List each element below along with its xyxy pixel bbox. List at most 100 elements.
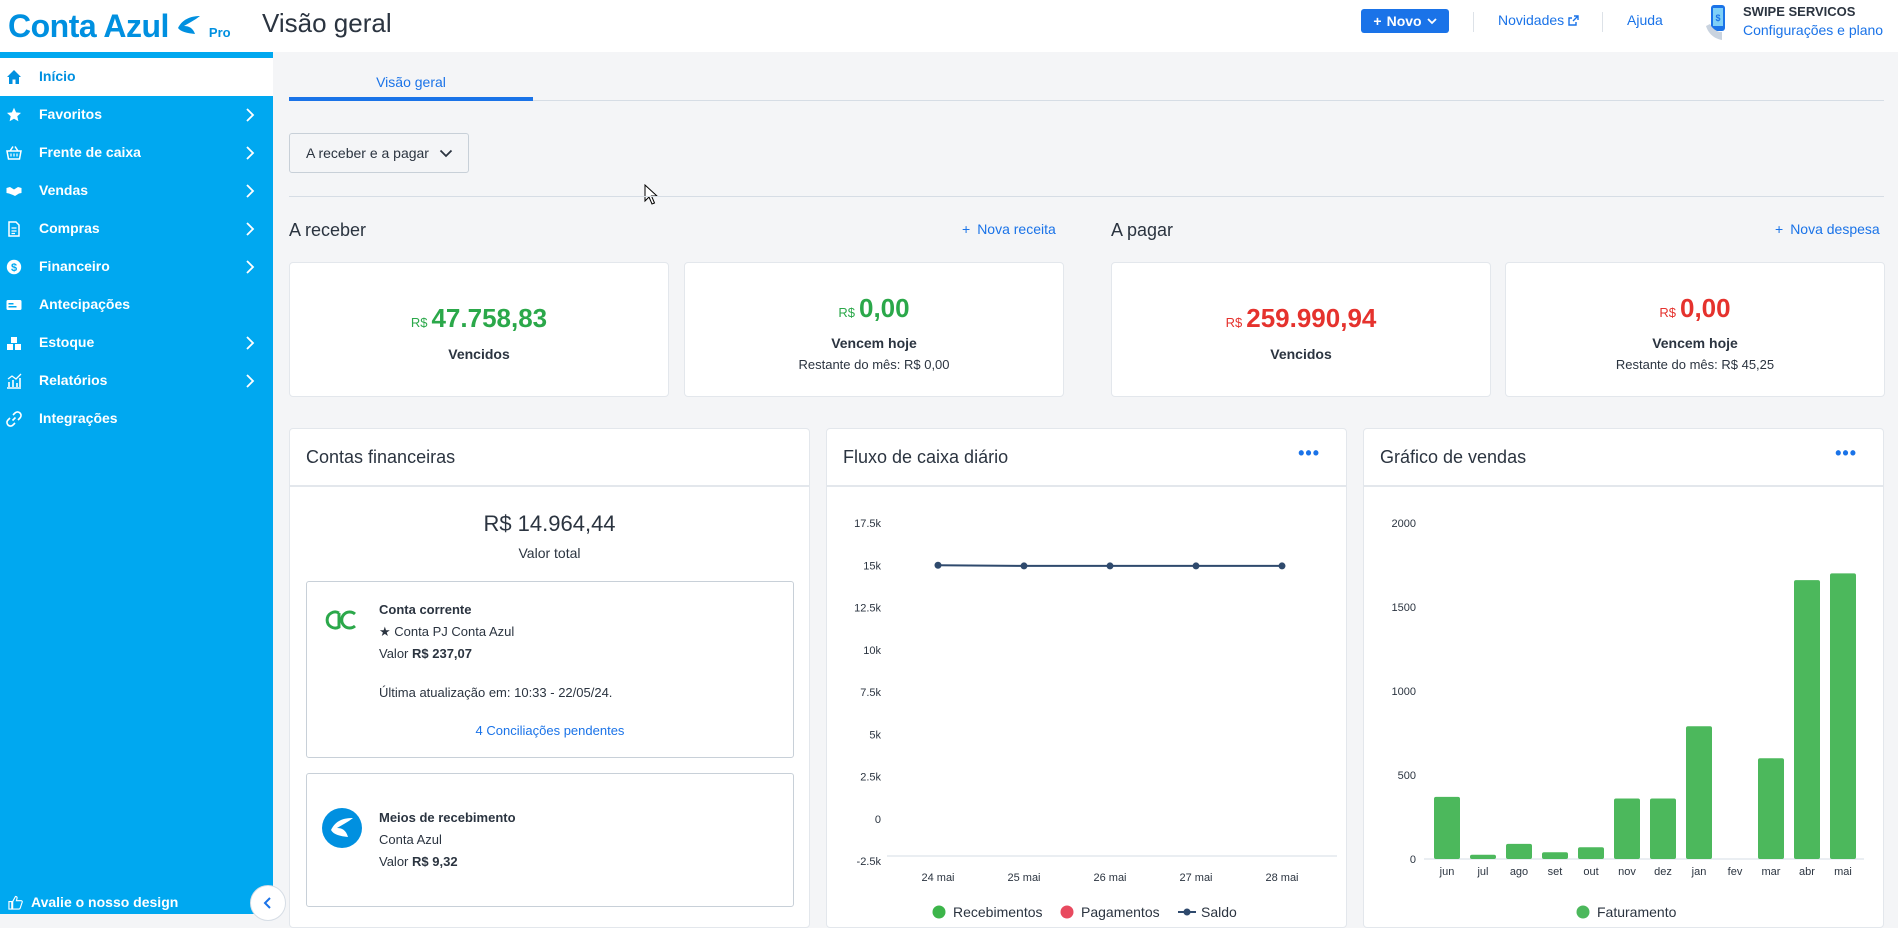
tab-bar: Visão geral (289, 64, 1884, 101)
bar-jul[interactable] (1470, 854, 1496, 859)
bar-jan[interactable] (1686, 726, 1712, 859)
sidebar-item-label: Vendas (39, 182, 89, 198)
account-type: Meios de recebimento (379, 810, 516, 825)
bar-ago[interactable] (1506, 843, 1532, 859)
sidebar-item-antecipacoes[interactable]: Antecipações (0, 286, 273, 324)
receivable-overdue-card[interactable]: R$ 47.758,83 Vencidos (289, 262, 669, 397)
sidebar-item-estoque[interactable]: Estoque (0, 324, 273, 362)
y-tick-label: 1000 (1392, 686, 1416, 698)
payable-overdue-card[interactable]: R$ 259.990,94 Vencidos (1111, 262, 1491, 397)
legend-label: Pagamentos (1081, 904, 1160, 920)
new-income-link[interactable]: + Nova receita (962, 221, 1056, 237)
panel-title: Gráfico de vendas (1380, 447, 1527, 467)
new-button[interactable]: + Novo (1361, 9, 1449, 33)
payable-month-rest: Restante do mês: R$ 45,25 (1615, 357, 1775, 372)
basket-icon (6, 146, 22, 160)
help-link[interactable]: Ajuda (1627, 12, 1663, 28)
x-tick-label: dez (1654, 866, 1672, 878)
svg-text:$: $ (1715, 13, 1720, 23)
more-options-icon[interactable]: ••• (1298, 443, 1320, 463)
star-icon: ★ (379, 624, 391, 639)
sidebar-item-label: Favoritos (39, 106, 103, 122)
data-point-saldo[interactable] (1192, 562, 1200, 570)
x-tick-label: jan (1691, 866, 1707, 878)
panel-header: Gráfico de vendas ••• (1364, 429, 1883, 487)
account-value-row: Valor R$ 9,32 (379, 854, 458, 869)
x-tick-label: nov (1618, 866, 1636, 878)
y-tick-label: 15k (863, 560, 881, 572)
news-link-label: Novidades (1498, 12, 1565, 28)
bar-set[interactable] (1542, 852, 1568, 859)
receivable-payable-filter[interactable]: A receber e a pagar (289, 133, 469, 173)
sidebar-item-frente-de-caixa[interactable]: Frente de caixa (0, 134, 273, 172)
x-tick-label: ago (1510, 866, 1528, 878)
y-tick-label: 10k (863, 645, 881, 657)
section-divider (289, 196, 1884, 197)
document-icon (8, 221, 20, 237)
collapse-sidebar-button[interactable] (250, 885, 286, 921)
chevron-right-icon (246, 336, 255, 350)
account-last-update: Última atualização em: 10:33 - 22/05/24. (379, 685, 613, 700)
receivable-overdue-amount: R$ 47.758,83 (410, 303, 548, 333)
bar-out[interactable] (1578, 847, 1604, 859)
bar-mai[interactable] (1830, 573, 1856, 859)
bar-jun[interactable] (1434, 796, 1460, 859)
legend-marker (1576, 905, 1590, 919)
sidebar-item-label: Financeiro (39, 258, 110, 274)
plus-icon: + (962, 221, 971, 237)
svg-text:$: $ (11, 262, 17, 274)
data-point-saldo[interactable] (1020, 562, 1028, 570)
sidebar-item-vendas[interactable]: Vendas (0, 172, 273, 210)
payable-today-card[interactable]: R$ 0,00 Vencem hoje Restante do mês: R$ 4… (1505, 262, 1885, 397)
new-button-label: Novo (1386, 13, 1422, 29)
conta-azul-logo[interactable]: Conta Azul Pro (8, 4, 231, 44)
sidebar-item-inicio[interactable]: Início (0, 58, 273, 96)
y-tick-label: 7.5k (860, 687, 881, 699)
data-point-saldo[interactable] (934, 561, 942, 569)
plus-icon: + (1775, 221, 1784, 237)
news-link[interactable]: Novidades (1498, 12, 1579, 28)
settings-link[interactable]: Configurações e plano (1743, 22, 1884, 38)
x-tick-label: out (1583, 866, 1598, 878)
sidebar-item-favoritos[interactable]: Favoritos (0, 96, 273, 134)
chevron-down-icon (1426, 18, 1437, 25)
data-point-saldo[interactable] (1106, 562, 1114, 570)
header-divider (1602, 12, 1603, 32)
bar-dez[interactable] (1650, 798, 1676, 859)
bar-abr[interactable] (1794, 580, 1820, 859)
y-tick-label: 2.5k (860, 772, 881, 784)
bar-nov[interactable] (1614, 798, 1640, 859)
boxes-icon (7, 337, 21, 350)
receivable-month-rest: Restante do mês: R$ 0,00 (798, 357, 950, 372)
y-tick-label: 12.5k (854, 603, 881, 615)
company-name: SWIPE SERVICOS (1743, 4, 1856, 19)
account-card-checking[interactable]: Conta corrente ★ Conta PJ Conta Azul Val… (306, 581, 794, 758)
payable-overdue-amount: R$ 259.990,94 (1225, 303, 1377, 333)
payable-title: A pagar (1111, 220, 1174, 240)
more-options-icon[interactable]: ••• (1835, 443, 1857, 463)
tab-visao-geral[interactable]: Visão geral (289, 64, 533, 101)
star-icon (7, 107, 21, 122)
legend-label: Saldo (1201, 904, 1237, 920)
mouse-cursor-icon (644, 184, 658, 205)
company-avatar-icon[interactable]: $ (1702, 2, 1732, 42)
sidebar-item-label: Relatórios (39, 372, 108, 388)
receivable-today-card[interactable]: R$ 0,00 Vencem hoje Restante do mês: R$ 0… (684, 262, 1064, 397)
new-expense-link[interactable]: + Nova despesa (1775, 221, 1880, 237)
sidebar-item-relatorios[interactable]: Relatórios (0, 362, 273, 400)
data-point-saldo[interactable] (1278, 562, 1286, 570)
x-tick-label: mar (1762, 866, 1781, 878)
pending-reconciliations-link[interactable]: 4 Conciliações pendentes (475, 723, 625, 738)
sidebar-item-integracoes[interactable]: Integrações (0, 400, 273, 438)
payable-overdue-label: Vencidos (1270, 346, 1332, 362)
x-tick-label: mai (1834, 866, 1852, 878)
sidebar-item-compras[interactable]: Compras (0, 210, 273, 248)
feedback-link[interactable]: Avalie o nosso design (8, 894, 178, 910)
y-tick-label: 1500 (1392, 602, 1416, 614)
accounts-total-label: Valor total (518, 545, 581, 561)
bar-mar[interactable] (1758, 758, 1784, 859)
sidebar-item-financeiro[interactable]: $ Financeiro (0, 248, 273, 286)
receivable-overdue-label: Vencidos (448, 346, 510, 362)
x-tick-label: 24 mai (921, 872, 954, 884)
account-card-payment-methods[interactable]: Meios de recebimento Conta Azul Valor R$… (306, 773, 794, 907)
